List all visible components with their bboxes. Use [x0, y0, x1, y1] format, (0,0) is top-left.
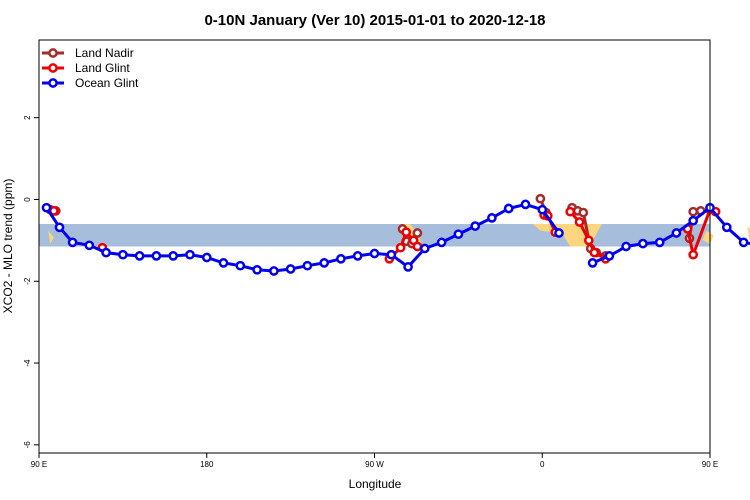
- legend-item: Land Nadir: [42, 46, 134, 60]
- data-point: [84, 240, 95, 251]
- legend-item: Ocean Glint: [42, 76, 139, 90]
- data-point: [269, 266, 279, 276]
- data-point: [201, 252, 212, 263]
- data-point: [565, 206, 576, 217]
- legend-label: Ocean Glint: [75, 76, 139, 90]
- data-point: [671, 228, 682, 238]
- data-point: [721, 222, 732, 233]
- data-point: [41, 202, 52, 213]
- data-point: [583, 235, 594, 246]
- y-axis: -6 -4 -2 0 2: [23, 115, 39, 448]
- data-point: [386, 249, 397, 260]
- data-point: [520, 199, 531, 210]
- data-point: [218, 258, 229, 268]
- data-point: [134, 251, 145, 261]
- data-point: [688, 206, 699, 217]
- data-point: [67, 237, 78, 248]
- ocean-band: [39, 224, 710, 247]
- land-patch: [747, 226, 750, 240]
- y-tick-label: -2: [23, 277, 32, 285]
- data-point: [688, 249, 699, 260]
- land-patch: [48, 230, 54, 245]
- y-tick-label: -4: [23, 359, 32, 367]
- data-point: [419, 243, 430, 254]
- data-point: [151, 251, 162, 261]
- x-tick-label: 90 E: [702, 460, 718, 469]
- x-tick-label: 90 W: [365, 460, 384, 469]
- data-point: [168, 251, 179, 261]
- y-tick-label: 2: [23, 115, 32, 120]
- y-axis-label: XCO2 - MLO trend (ppm): [1, 179, 15, 314]
- data-point: [403, 262, 413, 272]
- data-point: [369, 248, 380, 259]
- legend-label: Land Glint: [75, 61, 130, 75]
- data-point: [235, 260, 246, 271]
- x-tick-label: 180: [200, 460, 214, 469]
- x-tick-label: 0: [540, 460, 545, 469]
- data-point: [487, 213, 497, 223]
- data-point: [395, 242, 406, 253]
- data-point: [118, 249, 128, 260]
- data-point: [574, 217, 585, 227]
- x-axis: 90 E 180 90 W 0 90 E: [31, 453, 718, 469]
- data-point: [587, 258, 598, 268]
- legend-swatch-marker: [48, 78, 58, 88]
- data-point: [503, 203, 514, 214]
- data-point: [621, 241, 631, 252]
- legend-swatch-marker: [48, 63, 58, 73]
- data-point: [352, 251, 363, 261]
- data-point: [336, 253, 346, 264]
- y-tick-label: 0: [23, 197, 32, 202]
- data-point: [401, 227, 412, 238]
- data-point: [738, 237, 749, 248]
- data-point: [412, 241, 423, 252]
- data-point: [302, 260, 313, 271]
- data-point: [101, 247, 111, 258]
- data-point: [537, 204, 548, 215]
- data-point: [185, 249, 195, 260]
- legend-swatch-marker: [48, 48, 58, 58]
- data-point: [54, 222, 65, 233]
- data-point: [688, 215, 699, 226]
- x-tick-label: 90 E: [31, 460, 47, 469]
- series-ocean-glint: [41, 199, 750, 276]
- legend-label: Land Nadir: [75, 46, 134, 60]
- data-point: [436, 237, 447, 248]
- data-point: [285, 264, 296, 274]
- data-point: [453, 229, 464, 240]
- series-line: [508, 202, 561, 234]
- data-point: [638, 238, 648, 249]
- data-point: [589, 247, 600, 258]
- chart-title: 0-10N January (Ver 10) 2015-01-01 to 202…: [204, 12, 545, 29]
- data-point: [535, 193, 546, 204]
- data-point: [319, 258, 330, 268]
- data-point: [578, 207, 589, 218]
- legend-item: Land Glint: [42, 61, 130, 75]
- data-point: [604, 251, 615, 261]
- x-axis-label: Longitude: [349, 477, 402, 491]
- y-tick-label: -6: [23, 441, 32, 449]
- data-point: [654, 237, 665, 248]
- land-patch: [702, 230, 714, 245]
- data-point: [470, 221, 481, 231]
- data-point: [412, 228, 423, 238]
- data-point: [252, 264, 262, 275]
- data-point: [554, 228, 564, 238]
